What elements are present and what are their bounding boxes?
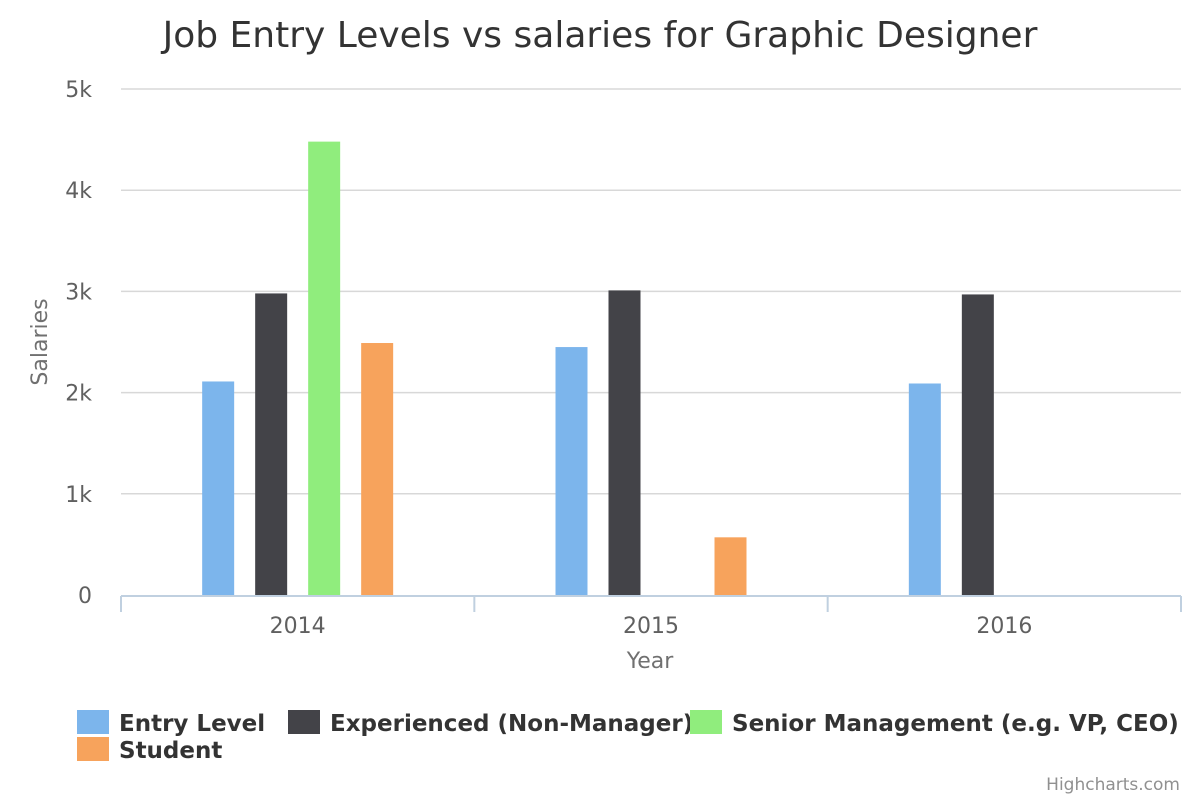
- y-axis-title: Salaries: [28, 298, 53, 385]
- chart-title: Job Entry Levels vs salaries for Graphic…: [161, 15, 1038, 56]
- y-tick-label: 2k: [65, 382, 92, 407]
- y-tick-label: 1k: [65, 483, 92, 508]
- x-tick-label: 2014: [270, 614, 326, 639]
- bars: [202, 141, 994, 595]
- legend-item[interactable]: Experienced (Non-Manager): [288, 710, 693, 737]
- bar-senior-management-e-g-vp-ceo-2014[interactable]: [308, 141, 341, 595]
- gridlines: [121, 88, 1181, 495]
- y-tick-label: 5k: [65, 78, 92, 103]
- x-tick-label: 2015: [623, 614, 679, 639]
- y-tick-label: 3k: [65, 280, 92, 305]
- legend-label: Experienced (Non-Manager): [330, 711, 693, 737]
- bar-experienced-non-manager-2015[interactable]: [608, 290, 641, 595]
- y-axis: 0 1k 2k 3k 4k 5k: [65, 78, 92, 609]
- legend-swatch: [690, 710, 722, 734]
- legend-swatch: [77, 737, 109, 761]
- bar-entry-level-2015[interactable]: [555, 347, 588, 595]
- legend-swatch: [288, 710, 320, 734]
- bar-student-2015[interactable]: [714, 537, 747, 595]
- legend-item[interactable]: Entry Level: [77, 710, 265, 737]
- bar-entry-level-2014[interactable]: [202, 381, 235, 595]
- legend: Entry Level Experienced (Non-Manager) Seni…: [77, 710, 1179, 764]
- credits-link[interactable]: Highcharts.com: [1046, 775, 1180, 795]
- x-axis-title: Year: [626, 649, 675, 674]
- bar-experienced-non-manager-2016[interactable]: [961, 294, 994, 595]
- legend-item[interactable]: Senior Management (e.g. VP, CEO): [690, 710, 1179, 737]
- legend-swatch: [77, 710, 109, 734]
- legend-label: Senior Management (e.g. VP, CEO): [732, 711, 1179, 737]
- x-axis: 2014 2015 2016: [120, 595, 1182, 639]
- y-tick-label: 0: [78, 584, 92, 609]
- x-tick-label: 2016: [976, 614, 1032, 639]
- bar-entry-level-2016[interactable]: [908, 383, 941, 595]
- legend-label: Entry Level: [119, 711, 265, 737]
- legend-item[interactable]: Student: [77, 737, 222, 764]
- bar-student-2014[interactable]: [361, 343, 394, 595]
- legend-label: Student: [119, 738, 222, 764]
- bar-experienced-non-manager-2014[interactable]: [255, 293, 288, 595]
- y-tick-label: 4k: [65, 179, 92, 204]
